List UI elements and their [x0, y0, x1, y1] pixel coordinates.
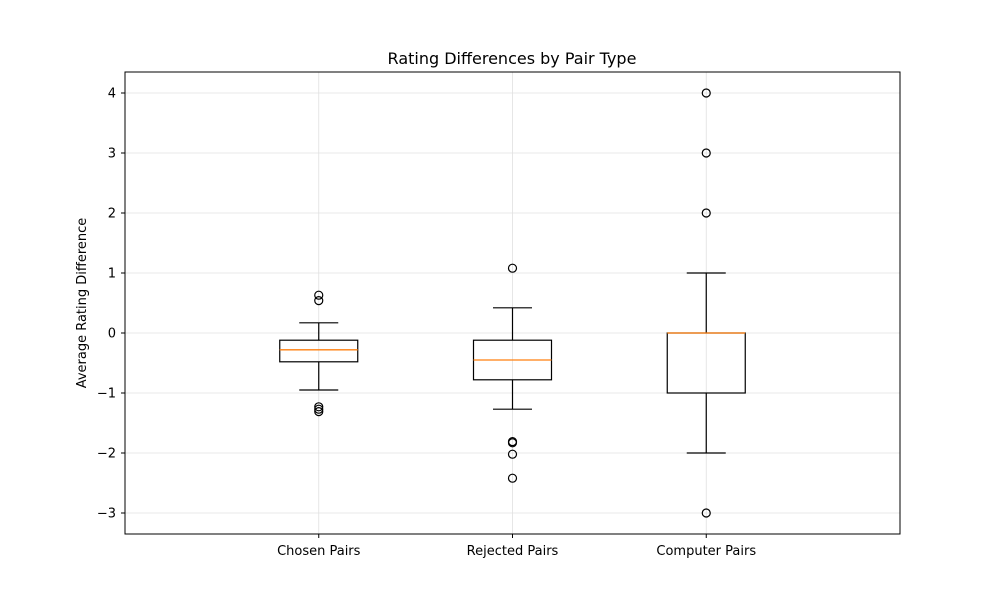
outlier-point [314, 296, 324, 306]
iqr-box [279, 339, 359, 363]
outlier-point [701, 148, 711, 158]
y-tick-label: −3 [97, 507, 116, 522]
y-tick-label: 3 [108, 147, 116, 162]
outlier-point [314, 290, 324, 300]
x-tick-label: Chosen Pairs [277, 544, 361, 559]
tick-layer: −3 −2 −1 0 1 2 3 4 Chosen Pairs Rejected Pairs Com… [97, 87, 756, 560]
outlier-point [314, 407, 324, 417]
y-tick-label: −1 [97, 387, 116, 402]
y-tick-label: 1 [108, 267, 116, 282]
y-axis-label: Average Rating Difference [75, 218, 90, 389]
outlier-point [507, 263, 518, 273]
y-tick-label: 0 [108, 327, 116, 342]
y-tick-label: 2 [108, 207, 116, 222]
y-tick-label: 4 [108, 87, 116, 102]
box-group [279, 290, 359, 417]
x-tick-label: Computer Pairs [656, 544, 756, 559]
outlier-point [314, 404, 324, 414]
box-group [666, 88, 746, 518]
chart-title: Rating Differences by Pair Type [388, 49, 637, 68]
box-layer [279, 88, 746, 518]
outlier-point [507, 438, 518, 448]
outlier-point [507, 449, 518, 459]
outlier-point [701, 208, 711, 218]
box-group [472, 263, 553, 483]
x-tick-label: Rejected Pairs [467, 544, 559, 559]
outlier-point [701, 88, 711, 98]
outlier-point [701, 508, 711, 518]
outlier-point [507, 473, 518, 483]
y-tick-label: −2 [97, 447, 116, 462]
outlier-point [314, 402, 324, 412]
